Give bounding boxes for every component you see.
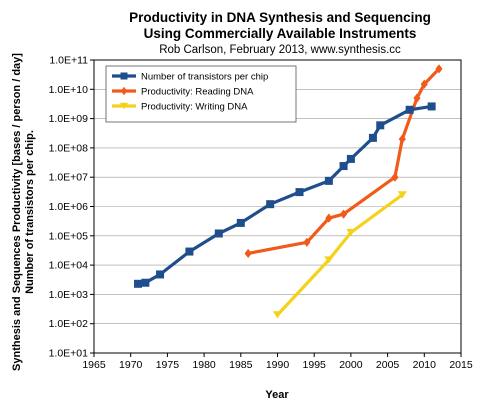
x-tick-label: 2010 <box>413 359 437 371</box>
x-tick-label: 1970 <box>119 359 143 371</box>
data-point <box>214 229 223 238</box>
x-axis-label: Year <box>265 389 289 401</box>
data-point <box>339 209 348 219</box>
y-axis: 1.0E+01 1.0E+02 1.0E+03 1.0E+04 1.0E+05 1.0E+… <box>49 55 94 360</box>
legend-entry: Number of transistors per chip <box>112 72 268 83</box>
y-axis-label-line-1: Synthesis and Sequences Productivity [ba… <box>11 53 23 371</box>
legend-entry: Productivity: Reading DNA <box>112 87 254 98</box>
data-point <box>339 162 348 171</box>
series-layer <box>134 64 443 319</box>
data-point <box>368 133 377 142</box>
data-point <box>324 176 333 185</box>
chart-title-line-2: Using Commercially Available Instruments <box>144 26 417 41</box>
data-point <box>427 102 436 111</box>
legend-box <box>105 65 297 123</box>
data-point <box>346 154 355 163</box>
y-tick-label: 1.0E+03 <box>49 289 89 301</box>
y-tick-label: 1.0E+01 <box>49 348 89 360</box>
legend-label: Number of transistors per chip <box>141 72 268 83</box>
data-point <box>244 248 252 259</box>
data-point <box>420 79 428 89</box>
series-line <box>276 193 404 316</box>
chart-subtitle: Rob Carlson, February 2013, www.synthesi… <box>159 44 401 56</box>
y-tick-label: 1.0E+09 <box>49 113 89 125</box>
y-axis-label-line-2: Number of transistors per chip. <box>24 130 36 294</box>
series-line <box>137 104 432 286</box>
legend-label: Productivity: Writing DNA <box>141 102 248 113</box>
data-point <box>435 64 443 74</box>
data-point <box>398 134 406 144</box>
y-tick-label: 1.0E+06 <box>49 201 89 213</box>
chart-title-line-1: Productivity in DNA Synthesis and Sequen… <box>129 10 431 25</box>
data-point <box>119 102 129 110</box>
data-point <box>120 86 128 96</box>
x-tick-label: 1985 <box>229 359 253 371</box>
x-axis: 1965 1970 1975 1980 1985 1990 1995 2000 2005 2010… <box>82 353 473 371</box>
data-point <box>324 256 334 264</box>
y-tick-label: 1.0E+11 <box>49 55 88 67</box>
series-3 <box>272 191 407 319</box>
y-tick-label: 1.0E+10 <box>49 84 89 96</box>
data-point <box>120 72 128 80</box>
y-tick-label: 1.0E+04 <box>49 260 89 272</box>
data-point <box>272 311 283 319</box>
x-tick-label: 2005 <box>376 359 400 371</box>
series-2 <box>244 64 443 259</box>
data-point <box>346 228 356 237</box>
data-point <box>376 121 385 130</box>
data-point <box>391 172 399 182</box>
x-tick-label: 1975 <box>156 359 180 371</box>
y-tick-label: 1.0E+08 <box>49 142 89 154</box>
series-1 <box>134 102 436 288</box>
legend-entry: Productivity: Writing DNA <box>112 102 248 113</box>
x-tick-label: 1980 <box>192 359 216 371</box>
data-point <box>134 279 143 288</box>
data-point <box>303 237 311 247</box>
data-point <box>236 218 245 227</box>
y-tick-label: 1.0E+02 <box>49 318 89 330</box>
x-tick-label: 2015 <box>449 359 473 371</box>
legend: Number of transistors per chip Productivi… <box>105 65 297 123</box>
data-point <box>266 200 275 209</box>
data-point <box>325 213 333 223</box>
y-tick-label: 1.0E+05 <box>49 230 89 242</box>
data-point <box>397 191 407 199</box>
data-point <box>185 247 194 256</box>
y-tick-label: 1.0E+07 <box>49 172 89 184</box>
x-tick-label: 1995 <box>303 359 327 371</box>
data-point <box>405 105 414 114</box>
x-tick-label: 1965 <box>82 359 106 371</box>
x-tick-label: 2000 <box>339 359 363 371</box>
data-point <box>156 270 165 279</box>
x-tick-label: 1990 <box>266 359 290 371</box>
data-point <box>141 278 150 287</box>
data-point <box>295 188 304 197</box>
data-point <box>413 93 421 103</box>
legend-label: Productivity: Reading DNA <box>141 87 254 98</box>
